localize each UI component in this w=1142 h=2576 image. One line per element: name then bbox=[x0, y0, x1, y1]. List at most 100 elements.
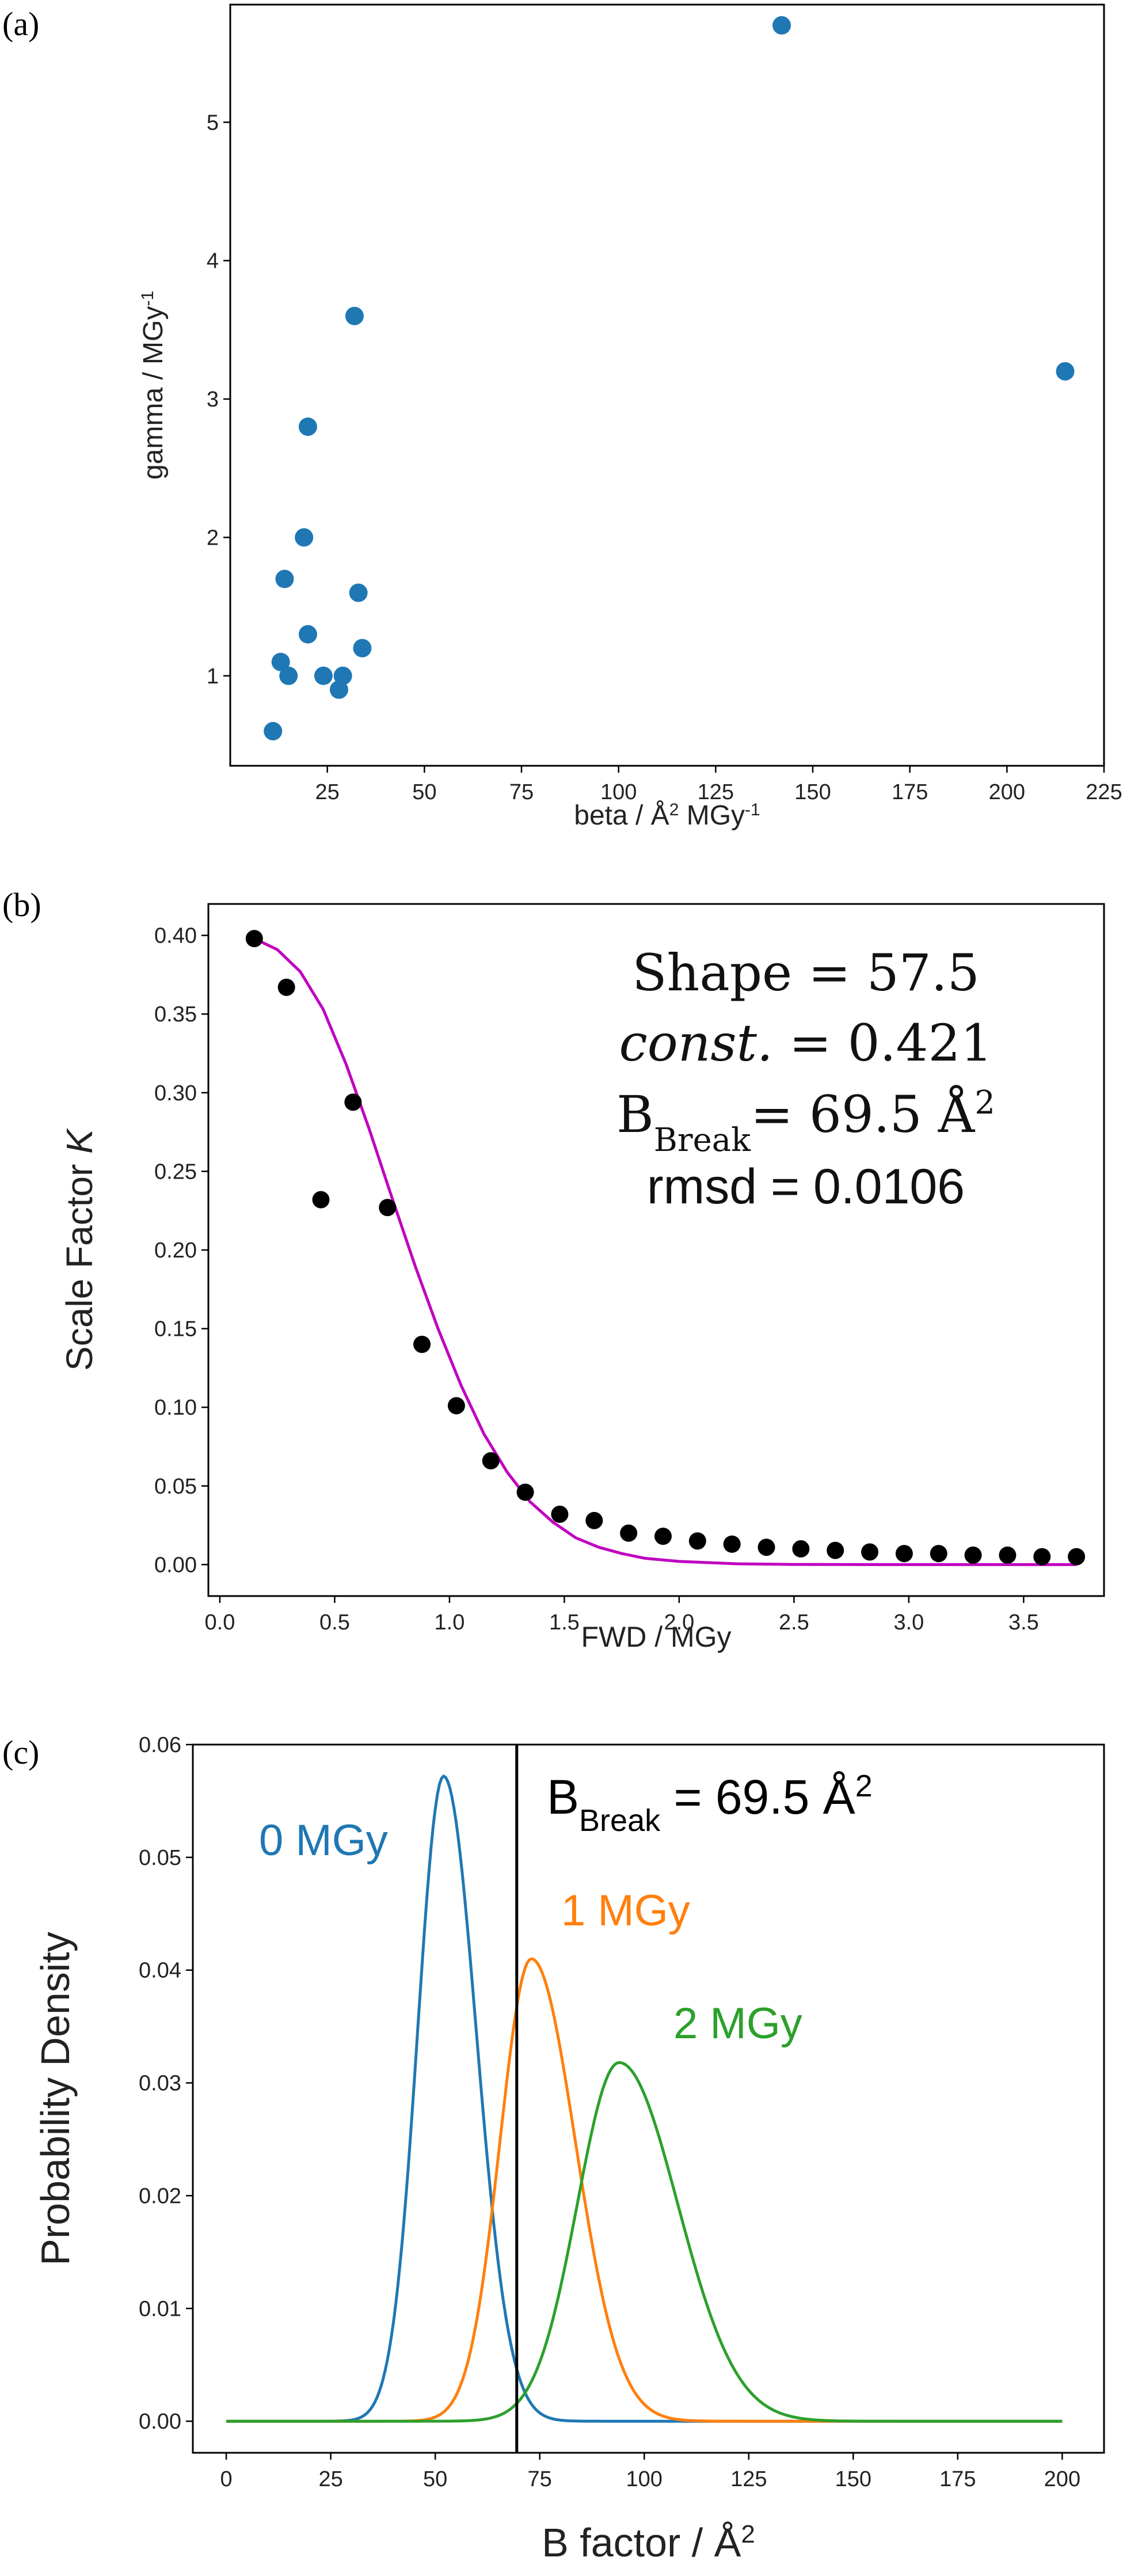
y-tick-label: 0.00 bbox=[154, 1553, 197, 1577]
y-axis-label: Probability Density bbox=[33, 1932, 78, 2266]
series-label-2: 2 MGy bbox=[673, 1999, 802, 2048]
data-point bbox=[827, 1541, 844, 1559]
plot-frame bbox=[207, 903, 1105, 1597]
data-point bbox=[930, 1545, 947, 1563]
x-tick-label: 125 bbox=[730, 2467, 767, 2491]
data-point bbox=[353, 639, 372, 658]
x-axis-label: beta / Å2 MGy-1 bbox=[574, 800, 760, 831]
y-tick-label: 0.06 bbox=[139, 1733, 181, 1757]
plot-frame bbox=[192, 1743, 1105, 2454]
x-tick-label: 3.5 bbox=[1008, 1610, 1039, 1635]
annotation-const: const. = 0.421 bbox=[619, 1013, 992, 1073]
fit-curve bbox=[253, 937, 1077, 1566]
data-point bbox=[345, 306, 364, 325]
panel-b: (b) 0.0 0.5 1.0 1.5 2.0 2.5 3.0 3.5 0.00 0.05 0.10… bbox=[0, 881, 1142, 1745]
data-point bbox=[585, 1511, 603, 1529]
y-tick-label: 4 bbox=[207, 249, 219, 273]
scatter-chart-b: 0.0 0.5 1.0 1.5 2.0 2.5 3.0 3.5 0.00 0.05 0.10 0.15… bbox=[59, 903, 1105, 1653]
data-point bbox=[688, 1532, 706, 1550]
data-point bbox=[298, 625, 317, 644]
y-tick-label: 0.03 bbox=[139, 2072, 181, 2096]
x-tick-label: 200 bbox=[989, 780, 1025, 804]
data-point bbox=[964, 1546, 982, 1564]
x-tick-label: 75 bbox=[528, 2467, 552, 2491]
annotation-rmsd: rmsd = 0.0106 bbox=[647, 1159, 965, 1214]
x-tick-label: 150 bbox=[835, 2467, 871, 2491]
data-point bbox=[895, 1545, 913, 1563]
data-point bbox=[314, 666, 333, 685]
x-tick-label: 0 bbox=[220, 2467, 233, 2491]
data-point bbox=[413, 1335, 431, 1353]
x-tick-label: 25 bbox=[318, 2467, 342, 2491]
y-tick-label: 0.04 bbox=[139, 1959, 181, 1983]
data-point bbox=[312, 1191, 330, 1209]
data-point bbox=[447, 1397, 465, 1415]
data-point bbox=[279, 666, 298, 685]
y-tick-label: 0.05 bbox=[139, 1846, 181, 1870]
y-tick-label: 0.20 bbox=[154, 1238, 197, 1263]
data-point bbox=[275, 569, 294, 588]
y-tick-label: 5 bbox=[207, 111, 219, 135]
x-axis-label: B factor / Å2 bbox=[542, 2520, 755, 2566]
y-axis-label: Scale Factor K bbox=[59, 1127, 100, 1371]
data-point bbox=[271, 652, 290, 671]
x-tick-label: 150 bbox=[794, 780, 831, 804]
data-point bbox=[329, 680, 348, 699]
data-point bbox=[999, 1546, 1017, 1564]
data-point bbox=[349, 583, 368, 602]
plot-frame bbox=[229, 3, 1105, 767]
x-tick-label: 125 bbox=[698, 780, 734, 804]
data-point bbox=[344, 1093, 362, 1111]
x-tick-label: 0.0 bbox=[205, 1610, 235, 1635]
data-point bbox=[295, 528, 314, 547]
y-tick-label: 2 bbox=[207, 526, 219, 550]
series-label-1: 1 MGy bbox=[561, 1886, 690, 1935]
x-tick-label: 50 bbox=[423, 2467, 447, 2491]
series-curve-2 bbox=[226, 2061, 1063, 2423]
data-point bbox=[723, 1535, 741, 1553]
x-tick-label: 1.5 bbox=[549, 1610, 580, 1635]
data-point bbox=[264, 721, 283, 740]
data-point bbox=[379, 1199, 397, 1217]
annotation-bbreak: BBreak = 69.5 Å2 bbox=[547, 1769, 873, 1838]
x-tick-label: 225 bbox=[1086, 780, 1122, 804]
data-point bbox=[551, 1505, 569, 1523]
annotation-shape: Shape = 57.5 bbox=[632, 943, 979, 1002]
y-tick-label: 0.15 bbox=[154, 1317, 197, 1342]
panel-label-c: (c) bbox=[2, 1734, 40, 1771]
panel-label-b: (b) bbox=[2, 886, 41, 924]
data-point bbox=[277, 978, 295, 996]
data-point bbox=[298, 417, 317, 436]
data-point bbox=[245, 930, 263, 948]
x-tick-label: 100 bbox=[600, 780, 637, 804]
data-point bbox=[654, 1528, 672, 1545]
y-tick-label: 0.35 bbox=[154, 1002, 197, 1027]
scatter-chart-a: 25 50 75 100 125 150 175 200 225 1 2 3 4 5 beta / Å2 M… bbox=[138, 3, 1122, 831]
data-point bbox=[1068, 1548, 1086, 1566]
x-tick-label: 2.5 bbox=[779, 1610, 809, 1635]
y-tick-label: 0.00 bbox=[139, 2410, 181, 2434]
data-point bbox=[482, 1452, 500, 1470]
y-tick-label: 0.01 bbox=[139, 2297, 181, 2321]
x-tick-label: 3.0 bbox=[893, 1610, 924, 1635]
y-tick-label: 0.30 bbox=[154, 1081, 197, 1105]
y-tick-label: 3 bbox=[207, 387, 219, 412]
x-axis-label: FWD / MGy bbox=[581, 1621, 731, 1653]
x-tick-label: 175 bbox=[892, 780, 928, 804]
y-tick-label: 0.02 bbox=[139, 2184, 181, 2208]
x-tick-label: 1.0 bbox=[435, 1610, 465, 1635]
x-tick-label: 25 bbox=[315, 780, 340, 804]
data-point bbox=[333, 666, 352, 685]
y-tick-label: 0.25 bbox=[154, 1160, 197, 1184]
data-point bbox=[1033, 1548, 1051, 1566]
panel-label-a: (a) bbox=[2, 5, 40, 43]
data-point bbox=[757, 1538, 775, 1556]
panel-a: (a) 25 50 75 100 125 150 175 200 225 1 2 3 4 5 beta / … bbox=[0, 0, 1142, 898]
x-tick-label: 2.0 bbox=[664, 1610, 694, 1635]
data-point bbox=[1056, 362, 1075, 381]
x-tick-label: 75 bbox=[509, 780, 534, 804]
x-tick-label: 200 bbox=[1044, 2467, 1080, 2491]
x-tick-label: 50 bbox=[412, 780, 436, 804]
y-tick-label: 0.40 bbox=[154, 924, 197, 948]
series-curve-1 bbox=[226, 1957, 1063, 2423]
